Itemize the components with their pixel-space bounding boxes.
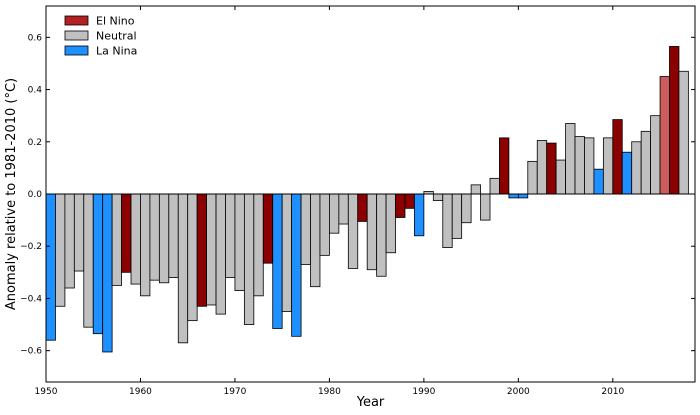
y-tick-label-0: −0.6 bbox=[20, 347, 42, 357]
y-axis: −0.6 −0.4 −0.2 0.0 0.2 0.4 0.6 bbox=[20, 33, 695, 357]
x-axis-title: Year bbox=[356, 395, 385, 410]
bar-2002 bbox=[536, 140, 548, 195]
bar-1983 bbox=[357, 193, 368, 222]
bar-1988 bbox=[404, 193, 415, 209]
legend-label-la_nina: La Nina bbox=[96, 45, 137, 58]
x-tick-label-1970: 1970 bbox=[223, 387, 246, 397]
bar-1991 bbox=[432, 193, 444, 201]
bar-1985 bbox=[376, 193, 387, 277]
bar-1953 bbox=[73, 193, 85, 272]
bar-2010 bbox=[612, 119, 623, 195]
bar-2011 bbox=[621, 151, 633, 195]
bar-1987 bbox=[395, 193, 406, 218]
bar-1999 bbox=[508, 193, 519, 199]
bar-1979 bbox=[319, 193, 330, 256]
bar-1976 bbox=[291, 193, 302, 337]
bar-1950 bbox=[45, 193, 56, 341]
bar-2001 bbox=[527, 160, 538, 195]
y-tick-label-2: −0.2 bbox=[20, 242, 42, 252]
bar-2016 bbox=[669, 46, 680, 195]
y-tick-label-1: −0.4 bbox=[20, 294, 42, 304]
y-tick-label-3: 0.0 bbox=[28, 190, 43, 200]
bar-1982 bbox=[347, 193, 359, 269]
y-tick-label-6: 0.6 bbox=[28, 33, 43, 43]
legend-label-el_nino: El Nino bbox=[96, 15, 135, 28]
legend-label-neutral: Neutral bbox=[96, 30, 137, 43]
bar-1961 bbox=[149, 193, 160, 281]
x-axis: 1950 1960 1970 1980 1990 2000 2010 bbox=[35, 6, 625, 397]
bar-1960 bbox=[140, 193, 151, 297]
bar-2015 bbox=[659, 76, 670, 195]
bar-1997 bbox=[489, 177, 500, 195]
bar-1970 bbox=[234, 193, 245, 292]
bar-1951 bbox=[55, 193, 66, 307]
bar-2006 bbox=[574, 136, 585, 195]
bar-1974 bbox=[272, 193, 283, 329]
legend-swatch-neutral bbox=[64, 30, 89, 41]
bar-2012 bbox=[631, 141, 642, 195]
bar-1978 bbox=[310, 193, 321, 288]
x-tick-label-2010: 2010 bbox=[601, 387, 624, 397]
bar-1981 bbox=[338, 193, 349, 225]
y-axis-title: Anomaly relative to 1981-2010 (°C) bbox=[4, 78, 19, 310]
x-tick-label-1960: 1960 bbox=[129, 387, 152, 397]
bar-2009 bbox=[602, 137, 614, 195]
bar-1955 bbox=[92, 193, 104, 335]
bar-2007 bbox=[584, 137, 595, 195]
bar-1994 bbox=[461, 193, 472, 224]
bar-2014 bbox=[650, 115, 661, 195]
bar-1958 bbox=[121, 193, 132, 273]
bar-1959 bbox=[130, 193, 141, 285]
bar-1984 bbox=[366, 193, 378, 271]
x-tick-label-1990: 1990 bbox=[412, 387, 435, 397]
bar-1963 bbox=[168, 193, 179, 278]
bar-2008 bbox=[593, 168, 604, 195]
x-tick-label-2000: 2000 bbox=[507, 387, 530, 397]
bar-2003 bbox=[546, 142, 557, 195]
bar-2005 bbox=[565, 123, 576, 195]
bar-1989 bbox=[414, 193, 425, 237]
bar-1971 bbox=[243, 193, 255, 325]
bar-1973 bbox=[262, 193, 274, 264]
bar-1952 bbox=[64, 193, 75, 289]
bar-1957 bbox=[111, 193, 122, 286]
bars-group bbox=[45, 46, 689, 353]
bar-2000 bbox=[517, 193, 529, 199]
bar-1986 bbox=[385, 193, 396, 254]
bar-1969 bbox=[225, 193, 236, 278]
bar-1956 bbox=[102, 193, 113, 353]
bar-1965 bbox=[187, 193, 198, 322]
bar-2017 bbox=[678, 70, 689, 195]
bar-2013 bbox=[640, 130, 652, 195]
bar-1962 bbox=[158, 193, 170, 284]
legend-swatch-el_nino bbox=[64, 15, 89, 26]
bar-1980 bbox=[329, 193, 340, 234]
bar-1968 bbox=[215, 193, 226, 315]
bar-1972 bbox=[253, 193, 264, 297]
y-tick-label-4: 0.2 bbox=[28, 138, 42, 148]
legend-swatch-la_nina bbox=[64, 45, 89, 56]
x-tick-label-1950: 1950 bbox=[35, 387, 58, 397]
bar-1977 bbox=[300, 193, 311, 265]
legend: El Nino Neutral La Nina bbox=[64, 15, 137, 58]
bar-1966 bbox=[196, 193, 207, 307]
bar-1995 bbox=[470, 184, 481, 195]
bar-1998 bbox=[499, 137, 510, 195]
bar-1993 bbox=[451, 193, 463, 239]
bar-1954 bbox=[83, 193, 94, 328]
bar-1964 bbox=[177, 193, 189, 344]
bar-2004 bbox=[555, 159, 566, 195]
bar-1975 bbox=[281, 193, 293, 312]
bar-1967 bbox=[206, 193, 217, 306]
bar-1992 bbox=[442, 193, 453, 248]
y-tick-label-5: 0.4 bbox=[28, 86, 43, 96]
x-tick-label-1980: 1980 bbox=[318, 387, 341, 397]
bar-1996 bbox=[480, 193, 491, 221]
